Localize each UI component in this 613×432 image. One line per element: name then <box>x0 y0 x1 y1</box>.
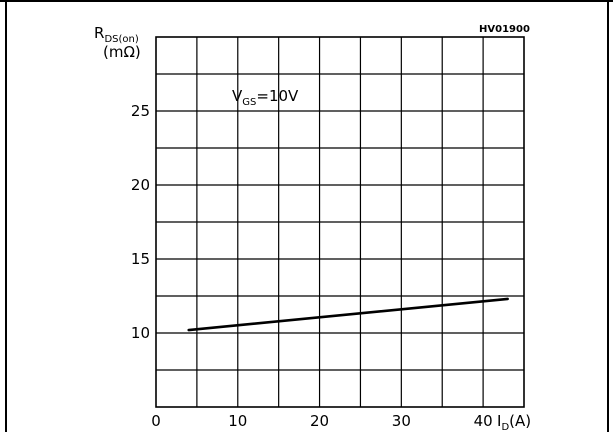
x-axis-label: ID(A) <box>497 412 531 432</box>
y-tick-label: 15 <box>131 250 150 268</box>
plot-area-border <box>155 36 525 408</box>
reference-code: HV01900 <box>479 24 530 35</box>
x-tick-label: 20 <box>310 412 329 430</box>
series-layer <box>187 297 509 332</box>
plot-border <box>155 36 525 408</box>
x-tick-label: 0 <box>151 412 161 430</box>
series-line <box>187 297 509 332</box>
tick-labels: 0 10 20 30 40 10 15 20 25 <box>131 102 493 430</box>
y-tick-label: 10 <box>131 324 150 342</box>
condition-label: VGS=10V <box>232 87 299 108</box>
y-tick-label: 25 <box>131 102 150 120</box>
y-axis-label: RDS(on) <box>94 24 139 45</box>
x-tick-label: 30 <box>392 412 411 430</box>
grid <box>156 37 524 407</box>
y-tick-label: 20 <box>131 176 150 194</box>
y-axis-unit: (mΩ) <box>103 43 141 61</box>
x-tick-label: 40 <box>474 412 493 430</box>
x-tick-label: 10 <box>228 412 247 430</box>
